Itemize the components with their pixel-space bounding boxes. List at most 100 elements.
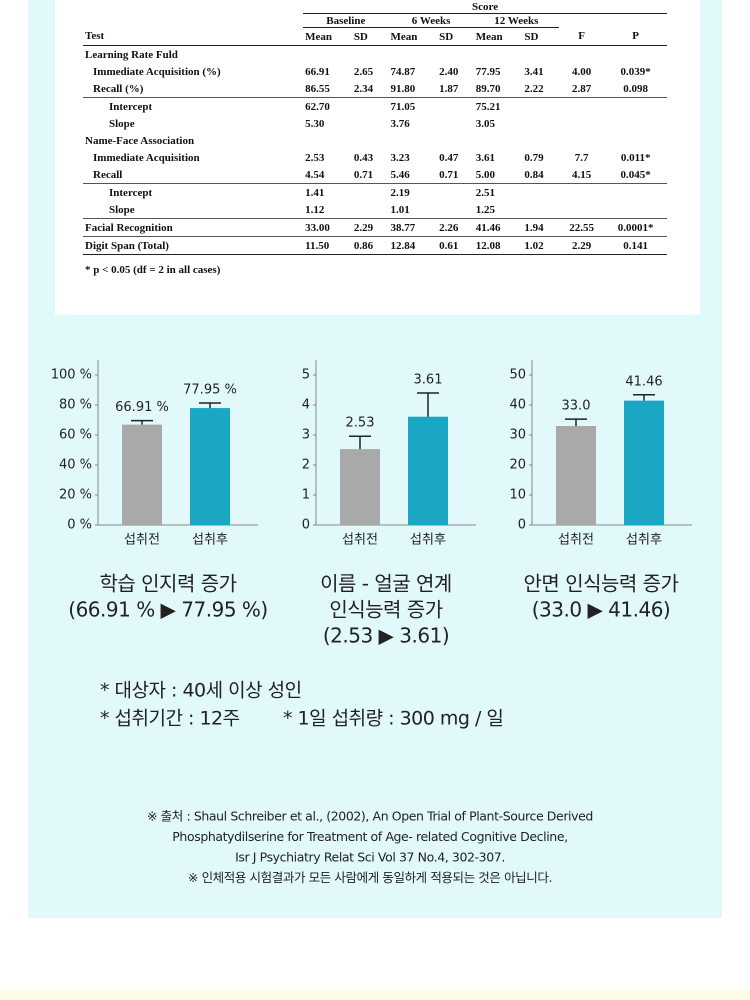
bar: [624, 400, 664, 525]
cell: 0.098: [623, 82, 649, 95]
cell: 12.08: [473, 236, 523, 255]
group-header: 6 Weeks: [388, 13, 474, 28]
cell: 5.30: [305, 117, 325, 130]
table-row: Digit Span (Total) 11.50 0.86 12.84 0.61 12.0…: [83, 236, 667, 255]
cell: 2.29: [351, 218, 389, 237]
cell: Learning Rate Fuld: [85, 48, 178, 61]
cell: 91.80: [390, 82, 416, 95]
cell: 11.50: [303, 236, 352, 255]
column-header: SD: [437, 27, 474, 46]
chart-caption: (33.0 ▶ 41.46): [532, 598, 671, 622]
x-tick-label: 섭취후: [192, 533, 228, 548]
cell: 66.91: [305, 65, 330, 78]
bar: [340, 449, 380, 525]
note: * 대상자 : 40세 이상 성인: [100, 680, 302, 702]
cell: 0.43: [353, 151, 374, 164]
cell: 1.87: [439, 82, 459, 95]
cell: 89.70: [475, 82, 501, 95]
y-tick-label: 40 %: [59, 458, 92, 473]
y-tick-label: 4: [302, 398, 310, 413]
y-tick-label: 3: [302, 428, 310, 443]
cell: 2.51: [473, 183, 523, 201]
error-bar: [417, 392, 439, 417]
source-line: ※ 출처 : Shaul Schreiber et al., (2002), A…: [147, 809, 593, 824]
table-row: Slope 5.30 3.76 3.05: [83, 115, 667, 132]
cell: 22.55: [559, 218, 605, 237]
y-tick-label: 60 %: [59, 428, 92, 443]
bar: [408, 416, 448, 525]
y-tick-label: 2: [302, 458, 310, 473]
bar: [122, 424, 162, 525]
chart-caption: 이름 - 얼굴 연계: [320, 572, 452, 596]
value-label: 3.61: [414, 373, 443, 388]
cell: 3.41: [524, 65, 544, 78]
y-tick-label: 100 %: [51, 368, 92, 383]
table-row: Intercept 62.70 71.05 75.21: [83, 97, 667, 115]
cell: 62.70: [303, 97, 352, 115]
y-tick-label: 0: [518, 518, 526, 533]
value-label: 41.46: [625, 374, 662, 389]
cell: Intercept: [83, 183, 304, 201]
cell: 0.0001*: [604, 218, 667, 237]
cell: Recall (%): [93, 82, 144, 95]
table-row: Slope 1.12 1.01 1.25: [83, 201, 667, 219]
cell: Intercept: [83, 97, 304, 115]
header-row: Score: [83, 0, 667, 14]
cell: 1.41: [303, 183, 352, 201]
cell: 2.34: [353, 82, 374, 95]
table-row: Recall 4.54 0.71 5.46 0.71 5.00 0.84 4.15 0.045*: [83, 166, 667, 184]
header-row: Baseline 6 Weeks 12 Weeks: [83, 13, 667, 28]
column-header: P: [604, 27, 667, 46]
cell: Immediate Acquisition: [93, 151, 200, 164]
cell: 1.12: [305, 203, 325, 216]
table-box: Score Baseline 6 Weeks 12 Weeks Test Mean SD Me…: [55, 0, 700, 315]
cell: 0.71: [439, 168, 459, 181]
table-row: Learning Rate Fuld: [83, 46, 667, 64]
error-bar: [199, 402, 221, 409]
cell: 0.61: [437, 236, 474, 255]
cell: 4.00: [572, 65, 592, 78]
cell: 7.7: [574, 151, 589, 164]
error-bar: [565, 418, 587, 426]
cell: 0.141: [604, 236, 667, 255]
column-header: Mean: [388, 27, 438, 46]
chart-caption: 학습 인지력 증가: [99, 572, 236, 596]
cell: 77.95: [475, 65, 501, 78]
cell: 2.40: [439, 65, 459, 78]
column-header: F: [559, 27, 605, 46]
cell: [522, 97, 559, 115]
cell: Name-Face Association: [85, 134, 195, 147]
source-line: Phosphatydilserine for Treatment of Age-…: [172, 829, 567, 844]
cell: [604, 97, 667, 115]
cell: 0.47: [439, 151, 459, 164]
table-row: Immediate Acquisition 2.53 0.43 3.23 0.47 3.6…: [83, 149, 667, 166]
y-tick-label: 30: [509, 428, 526, 443]
cell: 71.05: [388, 97, 438, 115]
value-label: 2.53: [346, 416, 375, 431]
cell: 3.05: [475, 117, 495, 130]
cell: [522, 183, 559, 201]
cell: 0.011*: [620, 151, 651, 164]
x-tick-label: 섭취후: [626, 533, 662, 548]
y-tick-label: 40: [509, 398, 526, 413]
table-row: Intercept 1.41 2.19 2.51: [83, 183, 667, 201]
cell: 1.02: [522, 236, 559, 255]
table-row: Facial Recognition 33.00 2.29 38.77 2.26 41.4…: [83, 218, 667, 237]
chart-caption: (66.91 % ▶ 77.95 %): [68, 598, 267, 622]
cell: Facial Recognition: [83, 218, 304, 237]
bar: [190, 408, 230, 525]
cell: [437, 97, 474, 115]
table-row: Immediate Acquisition (%) 66.91 2.65 74.87 2…: [83, 63, 667, 80]
value-label: 66.91 %: [115, 400, 169, 415]
x-tick-label: 섭취전: [558, 533, 594, 548]
value-label: 77.95 %: [183, 382, 237, 397]
cell: 2.22: [524, 82, 544, 95]
bar: [556, 426, 596, 525]
cell: 0.84: [524, 168, 544, 181]
cell: 0.86: [351, 236, 389, 255]
cell: 86.55: [305, 82, 330, 95]
cell: 2.65: [353, 65, 374, 78]
cell: [559, 97, 605, 115]
column-header-row: Test Mean SD Mean SD Mean SD F P: [83, 27, 667, 46]
